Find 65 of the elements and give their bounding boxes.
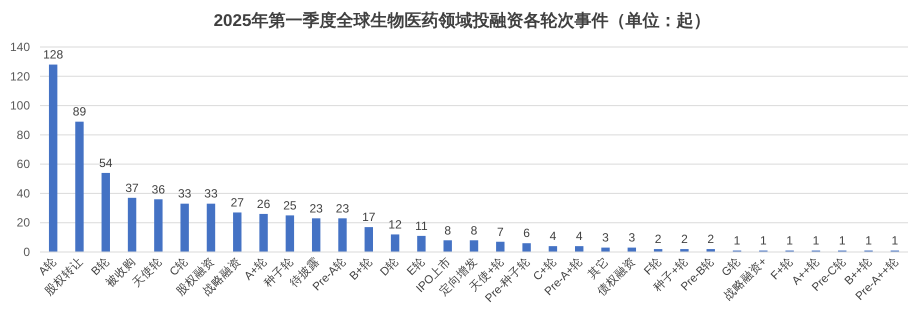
data-label: 54	[99, 156, 113, 170]
bar	[417, 236, 426, 252]
bar	[443, 240, 452, 252]
bar	[364, 227, 373, 252]
chart-title: 2025年第一季度全球生物医药领域投融资各轮次事件（单位：起）	[214, 11, 710, 30]
data-label: 4	[576, 229, 583, 244]
data-label: 17	[362, 210, 376, 224]
y-tick-label: 20	[16, 216, 30, 230]
y-tick-label: 60	[16, 157, 30, 172]
bar	[522, 243, 531, 252]
data-label: 6	[523, 226, 530, 240]
data-label: 1	[760, 234, 767, 248]
bar	[548, 246, 558, 252]
bar	[206, 204, 216, 252]
data-label: 23	[310, 201, 324, 216]
data-label: 26	[256, 196, 271, 211]
bar	[286, 215, 294, 252]
data-label: 1	[734, 234, 741, 248]
y-tick-label: 80	[16, 128, 30, 142]
y-tick-label: 100	[10, 98, 30, 113]
data-label: 36	[152, 182, 166, 196]
x-tick-label: B+轮	[347, 254, 375, 283]
y-tick-label: 0	[23, 245, 30, 259]
bar	[575, 246, 584, 252]
bar	[338, 218, 347, 252]
bar	[628, 248, 636, 252]
bar	[233, 212, 242, 252]
bar	[102, 172, 110, 252]
data-label: 2	[707, 232, 714, 246]
data-label: 2	[681, 232, 688, 246]
x-tick-label: D轮	[378, 254, 402, 278]
data-label: 4	[550, 229, 557, 244]
data-label: 1	[838, 234, 846, 248]
bar	[128, 198, 136, 252]
data-label: 7	[496, 224, 504, 239]
data-label: 25	[283, 198, 297, 212]
data-label: 8	[444, 223, 452, 238]
data-label: 2	[654, 232, 662, 246]
data-label: 33	[178, 186, 192, 201]
data-label: 23	[336, 201, 350, 216]
data-label: 1	[812, 234, 820, 248]
data-label: 8	[470, 223, 478, 238]
bar	[312, 218, 320, 252]
data-label: 89	[72, 104, 86, 119]
data-label: 1	[865, 234, 872, 248]
data-label: 11	[415, 218, 428, 233]
y-tick-label: 120	[10, 69, 30, 84]
y-tick-label: 140	[10, 40, 30, 54]
bar	[390, 234, 400, 252]
bar	[48, 64, 58, 252]
bar	[259, 214, 268, 252]
data-label: 128	[43, 48, 64, 62]
data-label: 33	[204, 186, 218, 201]
bar	[75, 122, 84, 252]
data-label: 1	[892, 234, 899, 248]
y-tick-label: 40	[16, 186, 30, 200]
data-label: 12	[388, 217, 402, 232]
bar	[496, 242, 505, 252]
data-label: 3	[602, 230, 610, 245]
data-label: 1	[786, 234, 794, 248]
data-label: 27	[230, 195, 244, 210]
data-label: 3	[628, 230, 636, 245]
bar	[154, 199, 163, 252]
bar	[180, 204, 189, 252]
data-label: 37	[125, 180, 140, 195]
